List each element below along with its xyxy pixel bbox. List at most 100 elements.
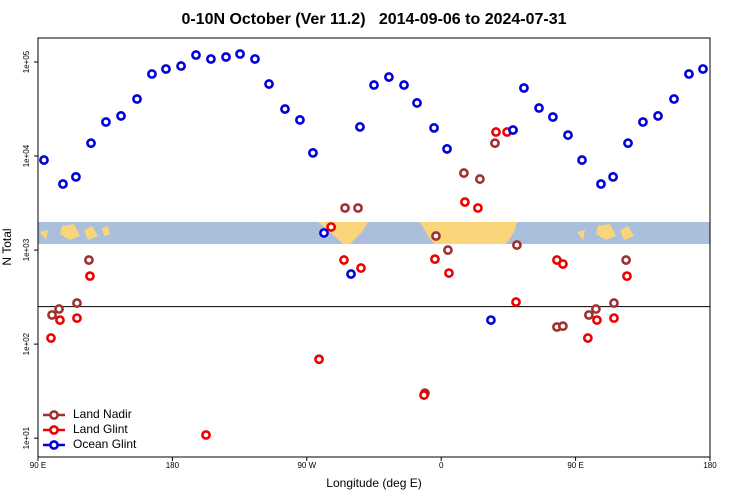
y-axis-label: N Total (0, 228, 14, 265)
point (250, 54, 260, 64)
point (319, 228, 329, 238)
x-tick-label: 90 W (297, 461, 316, 470)
point (191, 50, 201, 60)
map-strip (38, 222, 710, 244)
y-tick-label: 1e+02 (22, 332, 31, 355)
x-tick-label: 180 (703, 461, 717, 470)
point (486, 315, 496, 325)
point (563, 130, 573, 140)
point (101, 117, 111, 127)
point (596, 179, 606, 189)
point (314, 354, 324, 365)
point (443, 245, 453, 255)
point (491, 127, 501, 137)
point (430, 254, 440, 265)
point (116, 111, 126, 121)
point (54, 304, 64, 314)
point (684, 69, 694, 79)
point (508, 125, 518, 135)
point (221, 52, 231, 62)
point (622, 271, 632, 282)
y-tick-label: 1e+01 (22, 426, 31, 449)
point (176, 61, 186, 71)
legend-label: Land Nadir (73, 407, 132, 421)
legend-label: Ocean Glint (73, 437, 137, 451)
point (582, 333, 593, 343)
point (346, 269, 356, 279)
point (474, 174, 485, 184)
point (384, 72, 394, 82)
point (473, 203, 483, 213)
point (698, 64, 708, 74)
x-axis-label: Longitude (deg E) (326, 476, 421, 490)
plot-frame (37, 37, 711, 458)
point (55, 315, 65, 325)
y-tick-label: 1e+04 (22, 144, 31, 167)
point (161, 64, 171, 74)
point (669, 94, 679, 104)
point (235, 49, 245, 59)
point (206, 54, 216, 64)
point (442, 144, 452, 154)
point (308, 147, 318, 158)
point (558, 259, 568, 269)
point (591, 304, 601, 314)
point (340, 203, 350, 213)
point (638, 117, 648, 127)
point (46, 333, 56, 343)
y-tick-label: 1e+03 (22, 238, 31, 261)
point (295, 115, 305, 125)
point (39, 155, 49, 165)
x-tick-label: 90 E (30, 461, 46, 470)
point (592, 315, 602, 325)
point (412, 98, 422, 108)
point (280, 104, 290, 114)
legend-marker (49, 410, 59, 420)
point (58, 179, 68, 189)
point (147, 69, 157, 79)
legend-marker (49, 440, 59, 450)
point (577, 155, 587, 165)
point (429, 123, 439, 133)
point (431, 231, 441, 241)
point (72, 313, 82, 324)
point (534, 103, 544, 113)
point (71, 171, 81, 182)
point (608, 171, 618, 182)
point (86, 138, 96, 149)
point (511, 297, 521, 307)
point (458, 168, 469, 178)
point (356, 263, 366, 273)
point (519, 83, 529, 93)
point (490, 138, 500, 149)
point (72, 298, 82, 308)
x-tick-label: 180 (166, 461, 180, 470)
legend-label: Land Glint (73, 422, 128, 436)
point (609, 298, 619, 308)
point (548, 112, 558, 122)
point (653, 111, 663, 121)
point (623, 138, 633, 149)
point (621, 255, 631, 265)
point (512, 240, 522, 250)
point (201, 430, 211, 440)
point (460, 197, 470, 207)
point (444, 268, 454, 278)
point (132, 94, 142, 104)
legend-marker (49, 425, 59, 435)
point (369, 80, 379, 90)
point (84, 255, 94, 265)
chart-title: 0-10N October (Ver 11.2) 2014-09-06 to 2… (181, 11, 566, 28)
x-tick-label: 0 (439, 461, 444, 470)
point (339, 255, 349, 265)
point (353, 203, 363, 213)
point (85, 271, 95, 282)
x-tick-label: 90 E (567, 461, 583, 470)
point (609, 313, 619, 324)
point (419, 390, 429, 400)
point (558, 321, 568, 332)
point (326, 222, 337, 232)
point (355, 122, 365, 132)
